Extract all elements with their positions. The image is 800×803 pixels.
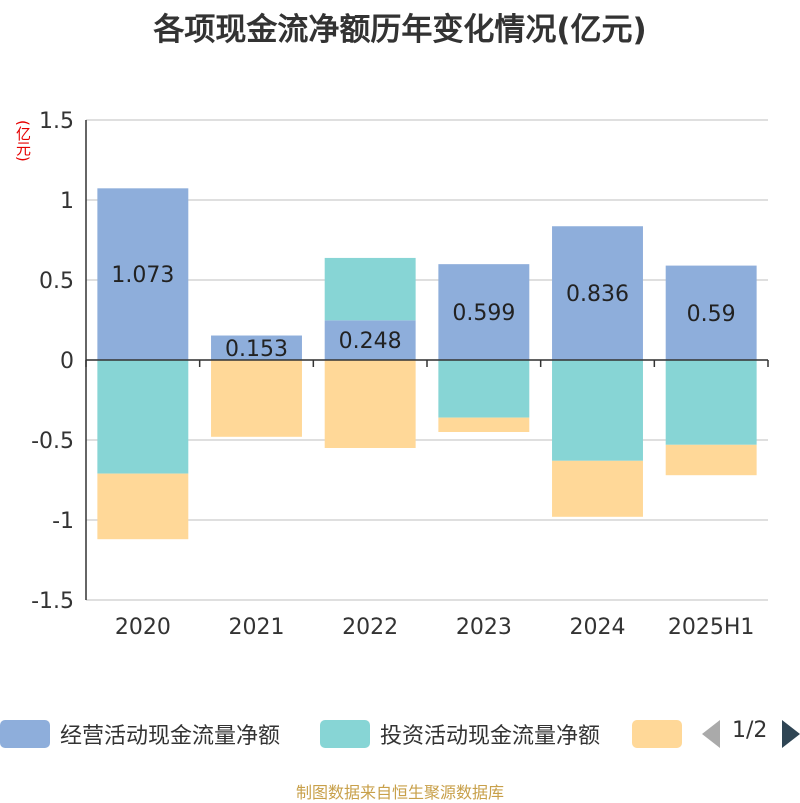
legend-swatch-investing xyxy=(320,720,370,748)
bar-1-2023 xyxy=(438,360,530,418)
legend: 经营活动现金流量净额 投资活动现金流量净额 1/2 xyxy=(0,714,800,754)
data-label: 0.599 xyxy=(452,301,515,326)
data-label: 1.073 xyxy=(111,263,174,288)
bar-0-2025H1 xyxy=(665,265,757,360)
y-tick-label: -1 xyxy=(52,509,74,534)
x-tick-label: 2020 xyxy=(115,615,171,640)
bar-0-2023 xyxy=(438,264,530,360)
bar-0-2022 xyxy=(324,320,416,360)
data-label: 0.153 xyxy=(225,337,288,362)
bar-0-2024 xyxy=(552,226,643,360)
y-tick-label: 0.5 xyxy=(39,269,74,294)
data-label: 0.836 xyxy=(566,282,629,307)
bar-0-2021 xyxy=(211,335,302,360)
bar-2-2022 xyxy=(324,360,416,448)
bar-1-2025H1 xyxy=(665,360,757,445)
y-axis-unit-label: (亿元) xyxy=(14,120,32,162)
x-tick-label: 2024 xyxy=(570,615,626,640)
bar-1-2020 xyxy=(97,360,189,474)
bar-2-2020 xyxy=(97,473,189,540)
bar-2-2024 xyxy=(552,460,643,517)
legend-swatch-financing xyxy=(632,720,682,748)
legend-next-page-icon[interactable] xyxy=(782,720,800,748)
bar-1-2024 xyxy=(552,360,643,461)
chart-title: 各项现金流净额历年变化情况(亿元) xyxy=(153,12,647,48)
x-tick-label: 2021 xyxy=(229,615,285,640)
bar-2-2023 xyxy=(438,417,530,432)
data-source-note: 制图数据来自恒生聚源数据库 xyxy=(295,783,504,802)
y-tick-label: -0.5 xyxy=(31,429,74,454)
y-tick-label: 1 xyxy=(60,189,74,214)
legend-label-investing: 投资活动现金流量净额 xyxy=(380,724,601,749)
data-label: 0.59 xyxy=(687,302,736,327)
x-tick-label: 2025H1 xyxy=(668,615,755,640)
legend-label-operating: 经营活动现金流量净额 xyxy=(60,724,281,749)
x-tick-label: 2023 xyxy=(456,615,512,640)
chart-area: 1.073 0.153 0.248 0.599 0.836 0.59 1.5 1 0.5 0 -0… xyxy=(31,109,769,640)
bar-1-2022 xyxy=(324,257,416,321)
data-label: 0.248 xyxy=(339,329,402,354)
bar-2-2025H1 xyxy=(665,444,757,476)
y-tick-label: -1.5 xyxy=(31,589,74,614)
x-tick-label: 2022 xyxy=(342,615,398,640)
bar-2-2021 xyxy=(211,360,302,437)
y-tick-label: 1.5 xyxy=(39,109,74,134)
legend-swatch-operating xyxy=(0,720,50,748)
legend-page-indicator: 1/2 xyxy=(732,718,768,743)
legend-prev-page-icon[interactable] xyxy=(702,720,720,748)
bar-0-2020 xyxy=(97,188,189,360)
y-tick-label: 0 xyxy=(60,349,74,374)
